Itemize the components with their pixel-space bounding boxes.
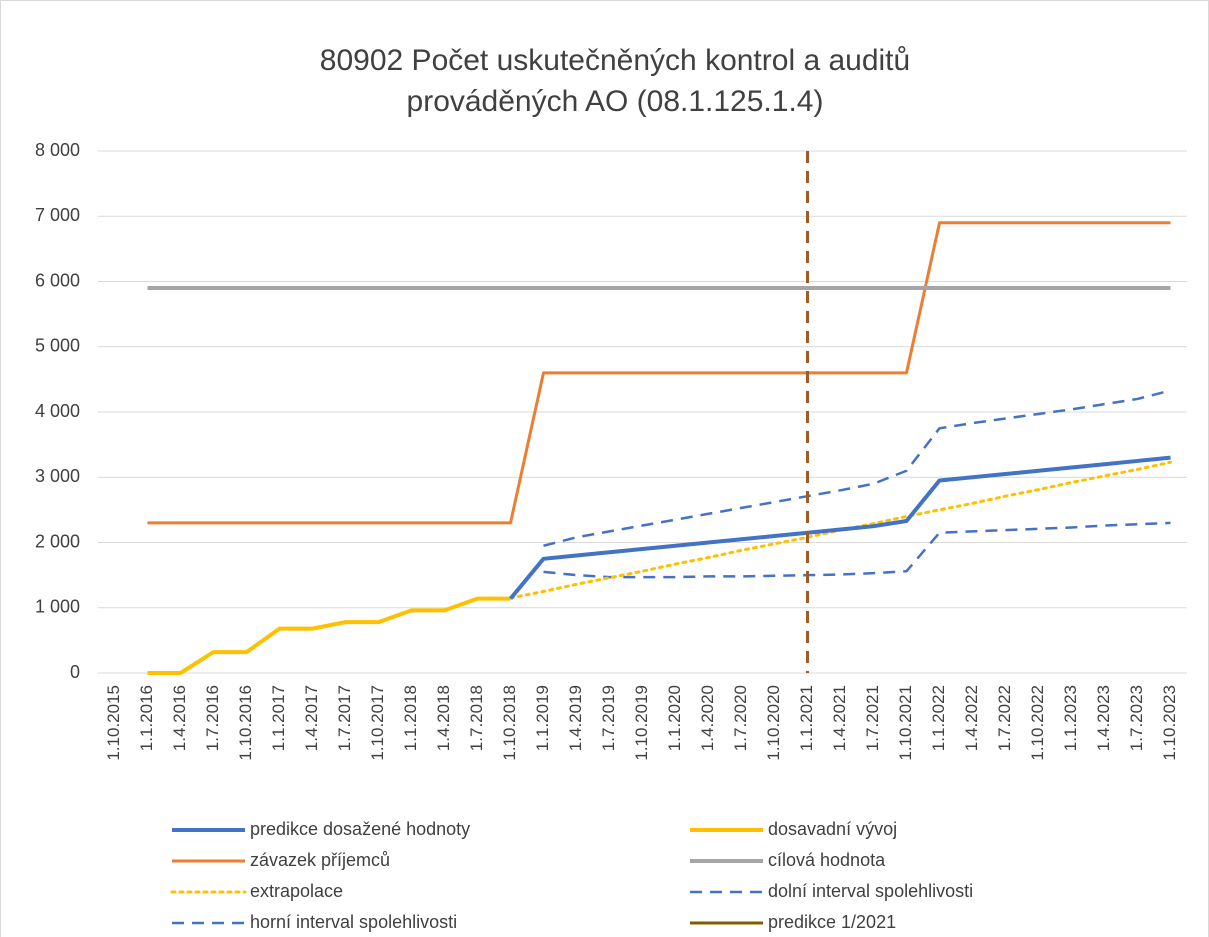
x-tick-label: 1.4.2023	[1094, 685, 1113, 751]
x-tick-label: 1.1.2020	[665, 685, 684, 751]
x-tick-label: 1.4.2016	[170, 685, 189, 751]
x-tick-label: 1.10.2015	[104, 685, 123, 761]
series-line	[147, 221, 1171, 525]
x-tick-label: 1.7.2018	[467, 685, 486, 751]
x-tick-label: 1.4.2021	[830, 685, 849, 751]
y-tick-label: 4 000	[35, 401, 80, 421]
x-tick-label: 1.10.2018	[500, 685, 519, 761]
x-tick-label: 1.4.2019	[566, 685, 585, 751]
x-tick-label: 1.1.2022	[929, 685, 948, 751]
x-tick-label: 1.1.2018	[401, 685, 420, 751]
x-tick-label: 1.10.2016	[236, 685, 255, 761]
x-tick-label: 1.10.2017	[368, 685, 387, 761]
x-tick-label: 1.1.2023	[1061, 685, 1080, 751]
y-tick-label: 2 000	[35, 531, 80, 551]
x-tick-label: 1.1.2019	[533, 685, 552, 751]
legend-label: horní interval spolehlivosti	[250, 912, 457, 932]
y-tick-label: 7 000	[35, 205, 80, 225]
x-tick-label: 1.7.2016	[203, 685, 222, 751]
legend-label: extrapolace	[250, 881, 343, 901]
chart-title: 80902 Počet uskutečněných kontrol a audi…	[320, 44, 910, 77]
x-tick-label: 1.7.2022	[995, 685, 1014, 751]
x-tick-label: 1.7.2017	[335, 685, 354, 751]
x-tick-label: 1.10.2023	[1160, 685, 1179, 761]
legend-label: dosavadní vývoj	[768, 819, 897, 839]
x-tick-label: 1.7.2023	[1127, 685, 1146, 751]
x-tick-label: 1.10.2021	[896, 685, 915, 761]
x-tick-label: 1.4.2022	[962, 685, 981, 751]
y-tick-label: 3 000	[35, 466, 80, 486]
series-line	[147, 596, 511, 675]
x-tick-label: 1.4.2020	[698, 685, 717, 751]
x-tick-label: 1.4.2018	[434, 685, 453, 751]
x-tick-label: 1.1.2021	[797, 685, 816, 751]
series-line	[543, 389, 1171, 547]
legend-label: dolní interval spolehlivosti	[768, 881, 973, 901]
y-tick-label: 8 000	[35, 140, 80, 160]
legend-label: cílová hodnota	[768, 850, 886, 870]
series-line	[543, 521, 1171, 579]
x-tick-label: 1.1.2016	[137, 685, 156, 751]
x-tick-label: 1.7.2019	[599, 685, 618, 751]
y-tick-label: 5 000	[35, 336, 80, 356]
x-tick-label: 1.4.2017	[302, 685, 321, 751]
x-tick-label: 1.10.2019	[632, 685, 651, 761]
legend-label: závazek příjemců	[250, 850, 390, 870]
y-tick-label: 0	[70, 662, 80, 682]
x-tick-label: 1.1.2017	[269, 685, 288, 751]
chart-subtitle: prováděných AO (08.1.125.1.4)	[407, 85, 824, 118]
legend-label: predikce dosažené hodnoty	[250, 819, 470, 839]
x-tick-label: 1.7.2021	[863, 685, 882, 751]
x-tick-label: 1.10.2022	[1028, 685, 1047, 761]
y-tick-label: 6 000	[35, 270, 80, 290]
x-tick-label: 1.10.2020	[764, 685, 783, 761]
legend-label: predikce 1/2021	[768, 912, 896, 932]
series-line	[508, 455, 1171, 600]
y-tick-label: 1 000	[35, 597, 80, 617]
x-tick-label: 1.7.2020	[731, 685, 750, 751]
